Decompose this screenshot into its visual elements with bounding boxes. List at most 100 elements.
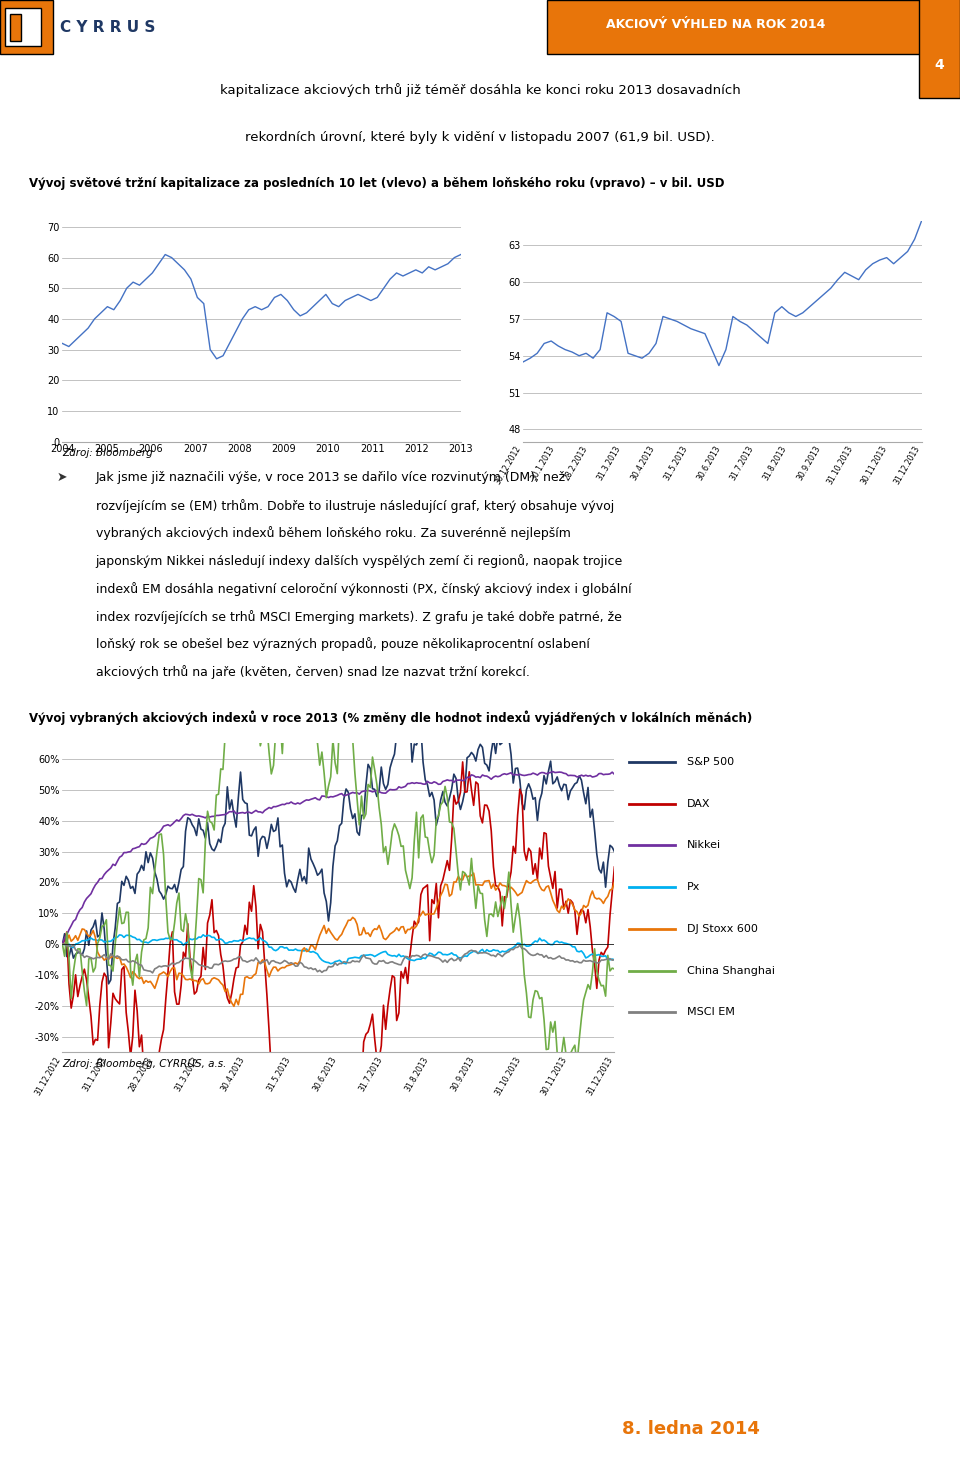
- Text: Jak jsme již naznačili výše, v roce 2013 se dařilo více rozvinutým (DM), než: Jak jsme již naznačili výše, v roce 2013…: [96, 471, 565, 484]
- Px: [198, 926, 209, 944]
- Line: S&P 500: S&P 500: [62, 718, 614, 983]
- DAX: [445, 830, 457, 848]
- FancyBboxPatch shape: [0, 0, 53, 54]
- Line: DJ Stoxx 600: DJ Stoxx 600: [62, 873, 614, 1007]
- Nikkei: [494, 767, 506, 785]
- China Shanghai: [496, 888, 508, 905]
- MSCI EM: [448, 952, 460, 970]
- Text: DJ Stoxx 600: DJ Stoxx 600: [687, 924, 758, 933]
- DAX: [67, 986, 79, 1004]
- MSCI EM: [498, 945, 510, 963]
- MSCI EM: [413, 946, 424, 964]
- Text: AKCIOVÝ VÝHLED NA ROK 2014: AKCIOVÝ VÝHLED NA ROK 2014: [606, 18, 825, 31]
- Line: Px: Px: [62, 935, 614, 964]
- Line: China Shanghai: China Shanghai: [62, 658, 614, 1076]
- China Shanghai: [600, 988, 612, 1005]
- Text: C Y R R U S: C Y R R U S: [60, 19, 155, 35]
- Nikkei: [57, 936, 68, 954]
- DJ Stoxx 600: [600, 891, 612, 908]
- China Shanghai: [554, 1067, 565, 1085]
- China Shanghai: [445, 814, 457, 832]
- Line: Nikkei: Nikkei: [62, 771, 614, 945]
- Px: [67, 939, 79, 957]
- Text: index rozvíjejících se trhů MSCI Emerging markets). Z grafu je také dobře patrné: index rozvíjejících se trhů MSCI Emergin…: [96, 609, 621, 624]
- Nikkei: [67, 913, 79, 930]
- FancyBboxPatch shape: [919, 0, 960, 99]
- DJ Stoxx 600: [498, 877, 510, 895]
- Px: [609, 951, 620, 969]
- Px: [498, 944, 510, 961]
- S&P 500: [57, 936, 68, 954]
- Text: Zdroj: Bloomberg: Zdroj: Bloomberg: [62, 449, 154, 458]
- Nikkei: [609, 765, 620, 783]
- Text: S&P 500: S&P 500: [687, 757, 734, 767]
- MSCI EM: [70, 941, 82, 958]
- Text: rozvíjejícím se (EM) trhům. Dobře to ilustruje následující graf, který obsahuje : rozvíjejícím se (EM) trhům. Dobře to ilu…: [96, 499, 613, 512]
- DAX: [600, 942, 612, 960]
- DJ Stoxx 600: [411, 917, 422, 935]
- Nikkei: [409, 774, 420, 792]
- China Shanghai: [57, 936, 68, 954]
- S&P 500: [67, 949, 79, 967]
- FancyBboxPatch shape: [10, 13, 21, 41]
- Px: [448, 946, 460, 964]
- China Shanghai: [67, 963, 79, 980]
- S&P 500: [448, 765, 460, 783]
- DJ Stoxx 600: [57, 936, 68, 954]
- Px: [413, 951, 424, 969]
- FancyBboxPatch shape: [547, 0, 960, 54]
- China Shanghai: [411, 804, 422, 821]
- MSCI EM: [57, 936, 68, 954]
- DAX: [222, 989, 233, 1007]
- DJ Stoxx 600: [67, 930, 79, 948]
- China Shanghai: [226, 649, 237, 667]
- FancyBboxPatch shape: [5, 9, 41, 46]
- Px: [600, 946, 612, 964]
- MSCI EM: [59, 935, 70, 952]
- Nikkei: [598, 765, 610, 783]
- Text: China Shanghai: China Shanghai: [687, 966, 775, 976]
- Text: Px: Px: [687, 882, 701, 892]
- Text: Zdroj: Bloomberg, CYRRUS, a.s.: Zdroj: Bloomberg, CYRRUS, a.s.: [62, 1060, 227, 1069]
- DJ Stoxx 600: [222, 980, 233, 998]
- MSCI EM: [147, 964, 158, 982]
- DAX: [57, 936, 68, 954]
- DAX: [498, 888, 510, 905]
- MSCI EM: [226, 951, 237, 969]
- Px: [224, 933, 235, 951]
- DJ Stoxx 600: [228, 998, 240, 1016]
- Px: [341, 955, 352, 973]
- China Shanghai: [609, 960, 620, 977]
- S&P 500: [103, 974, 114, 992]
- Text: kapitalizace akciových trhů již téměř dosáhla ke konci roku 2013 dosavadních: kapitalizace akciových trhů již téměř do…: [220, 82, 740, 97]
- S&P 500: [404, 710, 416, 727]
- Nikkei: [444, 771, 455, 789]
- Text: ➤: ➤: [57, 471, 67, 484]
- MSCI EM: [600, 951, 612, 969]
- Text: 8. ledna 2014: 8. ledna 2014: [622, 1420, 760, 1438]
- S&P 500: [224, 801, 235, 818]
- Text: Nikkei: Nikkei: [687, 841, 721, 851]
- S&P 500: [600, 879, 612, 896]
- MSCI EM: [609, 951, 620, 969]
- Nikkei: [222, 805, 233, 823]
- Text: 4: 4: [934, 59, 945, 72]
- Line: DAX: DAX: [62, 762, 614, 1179]
- DJ Stoxx 600: [445, 885, 457, 902]
- DAX: [609, 858, 620, 876]
- Text: DAX: DAX: [687, 799, 710, 808]
- S&P 500: [413, 729, 424, 746]
- China Shanghai: [222, 702, 233, 720]
- Text: japonským Nikkei následují indexy dalších vyspělých zemí či regionů, naopak troj: japonským Nikkei následují indexy dalšíc…: [96, 553, 623, 568]
- Text: vybraných akciových indexů během loňského roku. Za suverénně nejlepším: vybraných akciových indexů během loňskéh…: [96, 527, 570, 540]
- DJ Stoxx 600: [468, 864, 479, 882]
- Text: Vývoj světové tržní kapitalizace za posledních 10 let (vlevo) a během loňského r: Vývoj světové tržní kapitalizace za posl…: [29, 178, 724, 190]
- DJ Stoxx 600: [609, 874, 620, 892]
- Text: indexů EM dosáhla negativní celoroční výkonnosti (PX, čínský akciový index i glo: indexů EM dosáhla negativní celoroční vý…: [96, 581, 631, 596]
- Px: [57, 936, 68, 954]
- S&P 500: [609, 842, 620, 860]
- Text: akciových trhů na jaře (květen, červen) snad lze nazvat tržní korekcí.: akciových trhů na jaře (květen, červen) …: [96, 665, 529, 679]
- Text: loňský rok se obešel bez výrazných propadů, pouze několikaprocentní oslabení: loňský rok se obešel bez výrazných propa…: [96, 637, 589, 652]
- Text: Vývoj vybraných akciových indexů v roce 2013 (% změny dle hodnot indexů vyjádřen: Vývoj vybraných akciových indexů v roce …: [29, 711, 752, 724]
- S&P 500: [498, 717, 510, 735]
